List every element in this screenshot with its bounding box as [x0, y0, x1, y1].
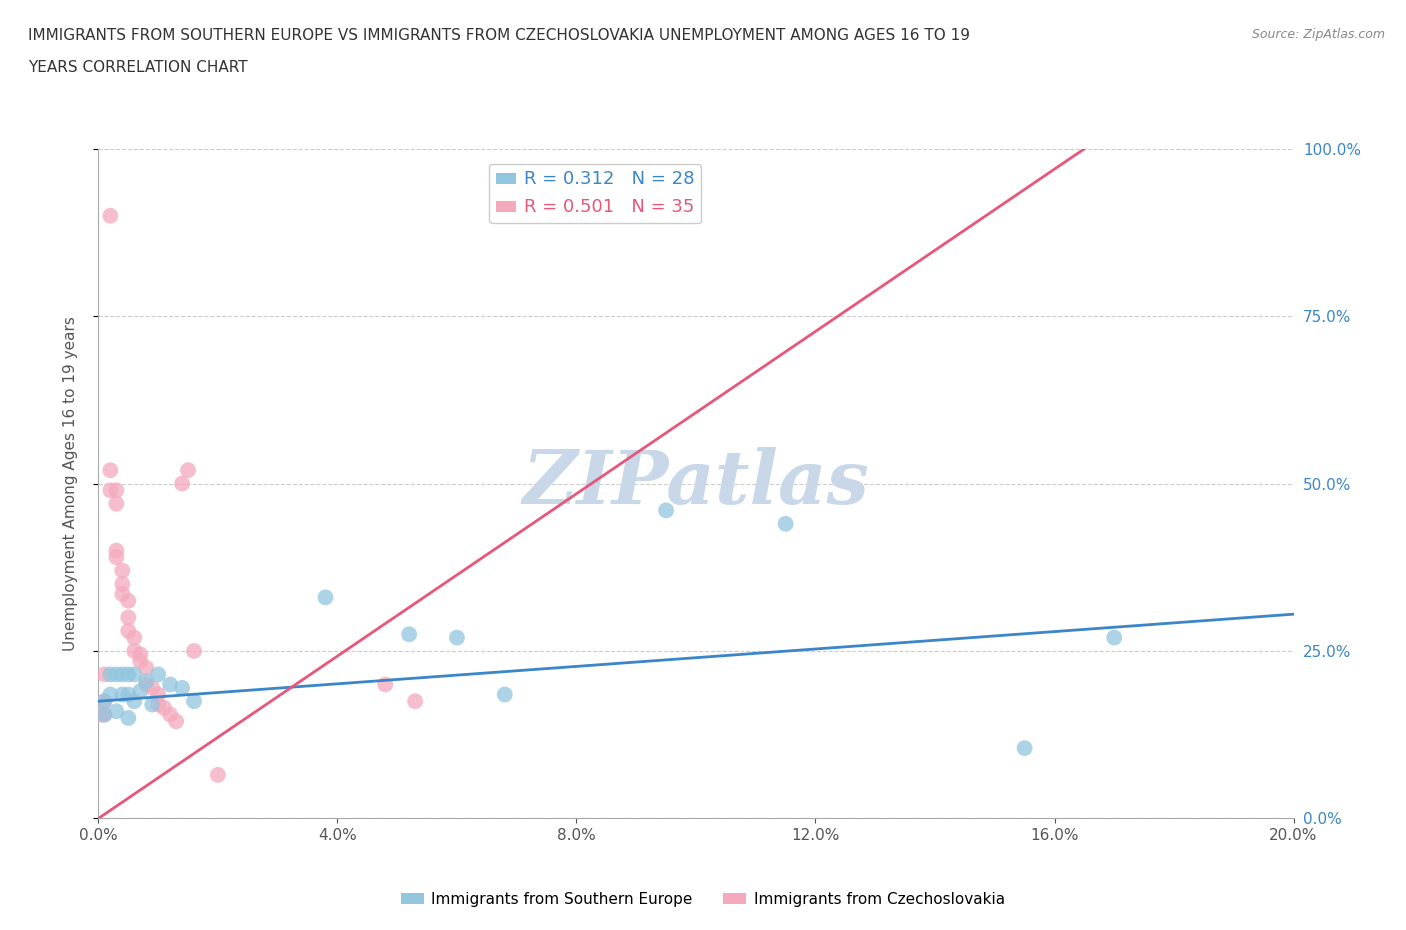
Point [129, 647, 152, 662]
Text: ZIPatlas: ZIPatlas [523, 447, 869, 520]
Point [124, 631, 146, 645]
Point [100, 483, 122, 498]
Point [105, 483, 128, 498]
Point [148, 667, 170, 682]
Point [111, 667, 134, 682]
Text: YEARS CORRELATION CHART: YEARS CORRELATION CHART [28, 60, 247, 75]
Point [111, 687, 134, 702]
Point [111, 577, 134, 591]
Point [374, 677, 396, 692]
Point [117, 593, 139, 608]
Point [153, 700, 176, 715]
Point [105, 667, 128, 682]
Point [172, 476, 194, 491]
Point [100, 463, 122, 478]
Point [159, 707, 181, 722]
Point [100, 667, 122, 682]
Point [90, 707, 112, 722]
Legend: Immigrants from Southern Europe, Immigrants from Czechoslovakia: Immigrants from Southern Europe, Immigra… [395, 886, 1011, 913]
Point [135, 677, 157, 692]
Point [135, 660, 157, 675]
Point [117, 667, 139, 682]
Point [183, 694, 205, 709]
Y-axis label: Unemployment Among Ages 16 to 19 years: Unemployment Among Ages 16 to 19 years [63, 316, 77, 651]
Point [124, 694, 146, 709]
Point [105, 704, 128, 719]
Point [1014, 740, 1036, 755]
Point [117, 711, 139, 725]
Point [775, 516, 797, 531]
Point [135, 673, 157, 688]
Point [93, 707, 115, 722]
Point [172, 681, 194, 696]
Point [93, 667, 115, 682]
Text: Source: ZipAtlas.com: Source: ZipAtlas.com [1251, 28, 1385, 41]
Text: IMMIGRANTS FROM SOUTHERN EUROPE VS IMMIGRANTS FROM CZECHOSLOVAKIA UNEMPLOYMENT A: IMMIGRANTS FROM SOUTHERN EUROPE VS IMMIG… [28, 28, 970, 43]
Point [183, 644, 205, 658]
Point [1104, 631, 1126, 645]
Point [105, 543, 128, 558]
Point [124, 644, 146, 658]
Point [141, 698, 163, 712]
Point [148, 698, 170, 712]
Point [100, 208, 122, 223]
Point [404, 694, 426, 709]
Point [111, 587, 134, 602]
Legend: R = 0.312   N = 28, R = 0.501   N = 35: R = 0.312 N = 28, R = 0.501 N = 35 [489, 164, 702, 223]
Point [111, 564, 134, 578]
Point [141, 681, 163, 696]
Point [398, 627, 420, 642]
Point [148, 687, 170, 702]
Point [93, 707, 115, 722]
Point [129, 654, 152, 669]
Point [159, 677, 181, 692]
Point [315, 590, 337, 604]
Point [129, 684, 152, 698]
Point [93, 694, 115, 709]
Point [177, 463, 200, 478]
Point [117, 623, 139, 638]
Point [165, 714, 187, 729]
Point [117, 687, 139, 702]
Point [446, 631, 468, 645]
Point [117, 610, 139, 625]
Point [93, 694, 115, 709]
Point [494, 687, 516, 702]
Point [105, 497, 128, 512]
Point [655, 503, 678, 518]
Point [105, 550, 128, 565]
Point [124, 667, 146, 682]
Point [100, 687, 122, 702]
Point [207, 767, 229, 782]
